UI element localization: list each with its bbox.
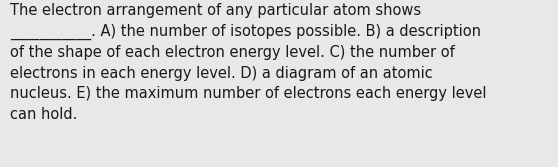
- Text: The electron arrangement of any particular atom shows
___________. A) the number: The electron arrangement of any particul…: [10, 3, 487, 122]
